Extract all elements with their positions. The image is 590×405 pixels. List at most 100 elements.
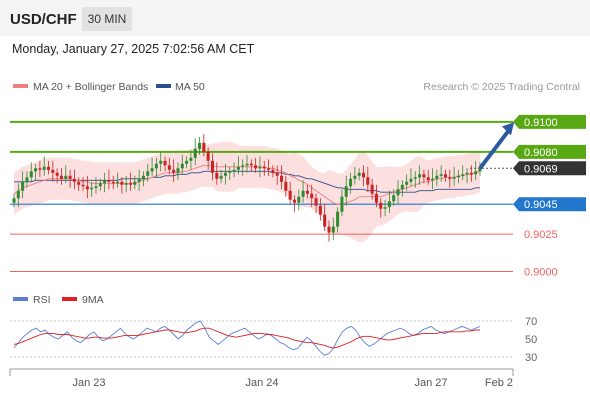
candle-body xyxy=(180,163,184,169)
candle xyxy=(29,162,33,182)
candle-body xyxy=(189,157,193,161)
candle-body xyxy=(38,168,42,170)
candle-body xyxy=(111,181,115,184)
candle xyxy=(422,169,426,184)
candle xyxy=(249,159,253,172)
candle xyxy=(94,177,98,194)
candle xyxy=(120,177,124,194)
ma20-legend-swatch xyxy=(13,84,28,88)
candle xyxy=(336,207,340,233)
ma50-legend-swatch xyxy=(156,84,171,88)
ma20-legend-label: MA 20 + Bollinger Bands xyxy=(33,81,148,93)
candle-body xyxy=(275,172,279,176)
candle-body xyxy=(176,168,180,173)
candle xyxy=(202,133,206,157)
candle-body xyxy=(103,180,107,184)
candle xyxy=(241,159,245,176)
candle xyxy=(469,165,473,182)
price-panel: 0.9100 0.9080 0.9069 0.9045 0.9025 0.9000 xyxy=(10,114,586,279)
candle xyxy=(271,165,275,178)
candle-body xyxy=(64,175,68,179)
candle-body xyxy=(42,166,46,170)
candle xyxy=(443,169,447,182)
candle-body xyxy=(280,175,284,182)
candle-body xyxy=(128,183,133,185)
level-tag-resistance xyxy=(513,144,586,159)
level-tag-current xyxy=(513,161,586,176)
candle-body xyxy=(422,174,426,178)
candle-body xyxy=(383,207,387,209)
candle-body xyxy=(405,181,409,185)
candle xyxy=(400,180,404,197)
candle xyxy=(111,175,115,190)
candle-body xyxy=(297,196,301,203)
rsi-legend-label: RSI xyxy=(33,294,51,306)
level-label-resistance: 0.9100 xyxy=(524,117,558,129)
symbol-title: USD/CHF xyxy=(10,11,77,28)
candle xyxy=(452,166,456,187)
candle xyxy=(150,157,154,176)
candle xyxy=(439,165,443,182)
level-label-resistance: 0.9080 xyxy=(524,147,558,159)
candle xyxy=(223,163,227,185)
candle xyxy=(426,169,430,185)
candle-body xyxy=(116,181,120,184)
candle xyxy=(254,157,258,173)
candle-body xyxy=(465,172,469,175)
candle-body xyxy=(172,169,176,173)
level-label-current: 0.9069 xyxy=(524,163,558,175)
candle xyxy=(159,151,163,172)
candle xyxy=(116,172,120,188)
candle xyxy=(305,184,309,199)
candle xyxy=(474,160,478,181)
candle-body xyxy=(202,142,206,152)
candle-body xyxy=(409,178,413,182)
candle xyxy=(163,156,167,172)
candle xyxy=(245,154,249,173)
candle-body xyxy=(435,175,439,179)
rsi-tick-label: 50 xyxy=(525,334,537,346)
candle-body xyxy=(137,178,141,182)
candle-body xyxy=(418,174,422,178)
candle-body xyxy=(90,187,94,190)
candle-body xyxy=(413,177,417,179)
candle xyxy=(103,172,107,193)
candle xyxy=(361,165,366,187)
candle xyxy=(418,165,422,185)
candle-body xyxy=(146,171,150,176)
candle-body xyxy=(150,168,154,172)
candle-body xyxy=(478,168,482,172)
candle-body xyxy=(366,177,370,185)
candle xyxy=(193,138,197,166)
level-label-minor: 0.9025 xyxy=(524,229,558,241)
candle xyxy=(180,154,184,175)
candle xyxy=(236,156,240,175)
candle xyxy=(301,180,305,203)
candle-body xyxy=(310,193,314,199)
candle-body xyxy=(439,174,443,176)
candle xyxy=(448,169,452,188)
candle-body xyxy=(396,189,400,196)
candle-body xyxy=(193,148,197,158)
level-tag-support xyxy=(513,197,586,212)
timeframe-button[interactable] xyxy=(82,7,132,31)
candle xyxy=(90,181,94,197)
candle-body xyxy=(379,202,383,209)
candle-body xyxy=(349,178,353,187)
candle-body xyxy=(370,184,374,194)
rsi-ma-line xyxy=(13,327,480,349)
forecast-arrow-head xyxy=(502,122,514,136)
candle xyxy=(344,175,348,206)
candle xyxy=(137,169,141,191)
candle xyxy=(198,136,202,155)
candle xyxy=(133,175,137,190)
candle xyxy=(55,168,59,184)
candle-body xyxy=(292,199,296,203)
candle-body xyxy=(431,178,435,181)
forecast-arrow-shaft xyxy=(478,130,510,170)
candle xyxy=(413,171,417,188)
candle xyxy=(34,163,38,181)
candle xyxy=(59,168,63,185)
candle-body xyxy=(34,168,38,172)
